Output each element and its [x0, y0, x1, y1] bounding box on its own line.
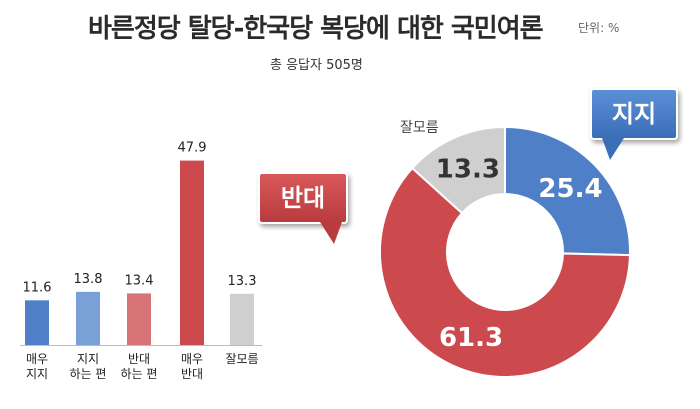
bar-value-label-1: 11.6	[23, 280, 52, 295]
unknown-label: 잘모름	[400, 120, 439, 136]
bar-category-label-2: 지지 하는 편	[69, 352, 107, 381]
unit-label: 단위: %	[578, 21, 620, 35]
bar-category-label-5: 잘모름	[225, 352, 259, 366]
bar-5	[230, 293, 254, 345]
bar-3	[127, 293, 151, 345]
respondents-label: 총 응답자 505명	[270, 58, 363, 73]
bar-value-label-3: 13.4	[125, 273, 154, 288]
support-callout-label: 지지	[611, 100, 657, 128]
donut-value-label-3: 13.3	[436, 154, 500, 184]
bar-2	[76, 291, 100, 345]
bar-4	[180, 160, 204, 345]
donut-slice-2	[379, 166, 631, 378]
bar-value-label-4: 47.9	[178, 141, 207, 156]
bar-value-label-2: 13.8	[74, 272, 103, 287]
oppose-callout: 반대	[258, 172, 348, 244]
bar-category-label-1: 매우 지지	[25, 352, 49, 381]
donut-slice-3	[410, 125, 506, 215]
bar-value-label-5: 13.3	[228, 274, 257, 289]
donut-slice-1	[504, 125, 631, 257]
donut-value-label-1: 25.4	[538, 174, 602, 204]
support-callout: 지지	[590, 88, 678, 160]
support-callout-tail	[602, 138, 624, 160]
chart-title: 바른정당 탈당-한국당 복당에 대한 국민여론	[88, 14, 544, 44]
bar-1	[25, 300, 49, 345]
donut-value-label-2: 61.3	[439, 323, 503, 353]
oppose-callout-label: 반대	[280, 184, 326, 212]
bar-category-label-3: 반대 하는 편	[120, 352, 158, 381]
bar-category-label-4: 매우 반대	[180, 352, 204, 381]
oppose-callout-tail	[320, 222, 342, 244]
